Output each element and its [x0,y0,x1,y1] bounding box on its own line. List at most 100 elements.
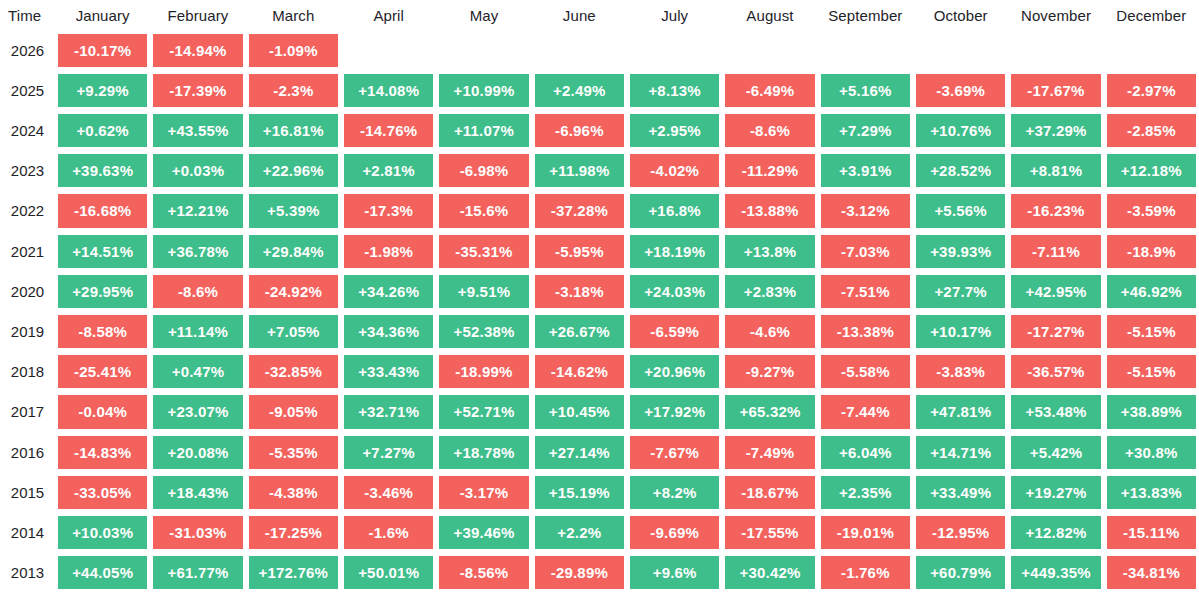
return-cell[interactable]: -2.3% [249,74,338,107]
return-cell[interactable]: +14.51% [58,235,147,268]
return-cell[interactable]: +12.21% [153,194,242,227]
return-cell[interactable]: -8.58% [58,315,147,348]
return-cell[interactable]: +24.03% [630,275,719,308]
return-cell[interactable]: -18.99% [439,355,528,388]
return-cell[interactable]: +13.83% [1107,476,1196,509]
return-cell[interactable]: +7.27% [344,436,433,469]
return-cell[interactable]: +9.6% [630,556,719,589]
return-cell[interactable]: +15.19% [535,476,624,509]
return-cell[interactable]: -8.6% [725,114,814,147]
return-cell[interactable]: +52.38% [439,315,528,348]
return-cell[interactable]: -4.6% [725,315,814,348]
return-cell[interactable]: +36.78% [153,235,242,268]
return-cell[interactable]: +60.79% [916,556,1005,589]
return-cell[interactable]: +9.51% [439,275,528,308]
return-cell[interactable]: -5.58% [821,355,910,388]
return-cell[interactable]: +16.81% [249,114,338,147]
return-cell[interactable]: -18.9% [1107,235,1196,268]
return-cell[interactable]: +2.35% [821,476,910,509]
return-cell[interactable]: +27.14% [535,436,624,469]
return-cell[interactable]: +18.19% [630,235,719,268]
return-cell[interactable]: -4.02% [630,154,719,187]
return-cell[interactable]: -17.27% [1011,315,1100,348]
return-cell[interactable]: -14.76% [344,114,433,147]
return-cell[interactable]: +52.71% [439,395,528,428]
return-cell[interactable]: +30.42% [725,556,814,589]
return-cell[interactable]: +28.52% [916,154,1005,187]
return-cell[interactable]: +27.7% [916,275,1005,308]
return-cell[interactable]: +2.83% [725,275,814,308]
return-cell[interactable]: +11.07% [439,114,528,147]
return-cell[interactable]: +11.98% [535,154,624,187]
return-cell[interactable]: +2.49% [535,74,624,107]
return-cell[interactable]: +29.95% [58,275,147,308]
return-cell[interactable]: -15.6% [439,194,528,227]
return-cell[interactable]: -3.46% [344,476,433,509]
return-cell[interactable]: -3.18% [535,275,624,308]
return-cell[interactable]: +3.91% [821,154,910,187]
return-cell[interactable]: -11.29% [725,154,814,187]
return-cell[interactable]: +46.92% [1107,275,1196,308]
return-cell[interactable]: +5.39% [249,194,338,227]
return-cell[interactable]: -3.83% [916,355,1005,388]
return-cell[interactable]: -5.35% [249,436,338,469]
return-cell[interactable]: +22.96% [249,154,338,187]
return-cell[interactable]: -9.27% [725,355,814,388]
return-cell[interactable]: -4.38% [249,476,338,509]
return-cell[interactable]: +0.62% [58,114,147,147]
return-cell[interactable]: +65.32% [725,395,814,428]
return-cell[interactable]: +6.04% [821,436,910,469]
return-cell[interactable]: -31.03% [153,516,242,549]
return-cell[interactable]: -17.67% [1011,74,1100,107]
return-cell[interactable]: -37.28% [535,194,624,227]
return-cell[interactable]: +172.76% [249,556,338,589]
return-cell[interactable]: +20.96% [630,355,719,388]
return-cell[interactable]: +8.2% [630,476,719,509]
return-cell[interactable]: +7.29% [821,114,910,147]
return-cell[interactable]: +10.03% [58,516,147,549]
return-cell[interactable]: +20.08% [153,436,242,469]
return-cell[interactable]: +449.35% [1011,556,1100,589]
return-cell[interactable]: -19.01% [821,516,910,549]
return-cell[interactable]: +43.55% [153,114,242,147]
return-cell[interactable]: -14.62% [535,355,624,388]
return-cell[interactable]: +10.76% [916,114,1005,147]
return-cell[interactable]: +10.17% [916,315,1005,348]
return-cell[interactable]: +2.2% [535,516,624,549]
return-cell[interactable]: +0.03% [153,154,242,187]
return-cell[interactable]: -6.49% [725,74,814,107]
return-cell[interactable]: +53.48% [1011,395,1100,428]
return-cell[interactable]: +26.67% [535,315,624,348]
return-cell[interactable]: -18.67% [725,476,814,509]
return-cell[interactable]: -7.51% [821,275,910,308]
return-cell[interactable]: -17.3% [344,194,433,227]
return-cell[interactable]: -14.94% [153,34,242,67]
return-cell[interactable]: -1.76% [821,556,910,589]
return-cell[interactable]: -34.81% [1107,556,1196,589]
return-cell[interactable]: +7.05% [249,315,338,348]
return-cell[interactable]: +39.93% [916,235,1005,268]
return-cell[interactable]: +50.01% [344,556,433,589]
return-cell[interactable]: +10.45% [535,395,624,428]
return-cell[interactable]: -1.09% [249,34,338,67]
return-cell[interactable]: +14.08% [344,74,433,107]
return-cell[interactable]: -8.56% [439,556,528,589]
return-cell[interactable]: -7.11% [1011,235,1100,268]
return-cell[interactable]: +42.95% [1011,275,1100,308]
return-cell[interactable]: +8.13% [630,74,719,107]
return-cell[interactable]: +13.8% [725,235,814,268]
return-cell[interactable]: +18.78% [439,436,528,469]
return-cell[interactable]: -16.68% [58,194,147,227]
return-cell[interactable]: +37.29% [1011,114,1100,147]
return-cell[interactable]: +23.07% [153,395,242,428]
return-cell[interactable]: -13.38% [821,315,910,348]
return-cell[interactable]: -7.03% [821,235,910,268]
return-cell[interactable]: -9.69% [630,516,719,549]
return-cell[interactable]: -12.95% [916,516,1005,549]
return-cell[interactable]: +16.8% [630,194,719,227]
return-cell[interactable]: +34.36% [344,315,433,348]
return-cell[interactable]: -3.59% [1107,194,1196,227]
return-cell[interactable]: -15.11% [1107,516,1196,549]
return-cell[interactable]: -24.92% [249,275,338,308]
return-cell[interactable]: -35.31% [439,235,528,268]
